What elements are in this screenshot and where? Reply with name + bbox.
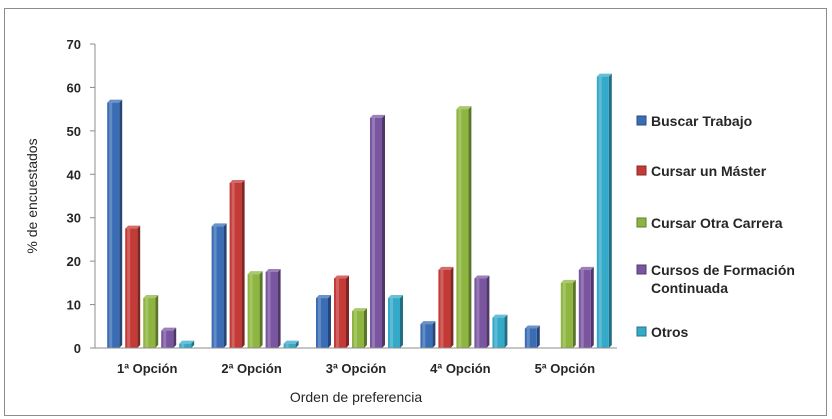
bars-group [107,73,612,349]
legend-swatch [636,115,647,126]
y-tick-label: 0 [74,341,81,356]
bar [474,275,490,348]
x-tick-label: 5ª Opción [535,361,595,376]
x-tick-labels: 1ª Opción 2ª Opción 3ª Opción 4ª Opción 5ª O… [117,361,595,376]
bar [596,73,612,349]
y-tick-label: 30 [67,211,81,226]
legend-label: Cursar un Máster [651,163,767,179]
y-tick-labels: 0 10 20 30 40 50 60 70 [67,37,81,356]
y-tick-label: 70 [67,37,81,52]
y-tick-label: 60 [67,80,81,95]
chart-frame: 1ª Opción 2ª Opción 3ª Opción 4ª Opción 5ª O… [4,8,827,416]
bar [107,99,123,348]
y-axis-ticks [90,43,95,349]
x-tick-label: 2ª Opción [221,361,281,376]
bar [352,308,367,348]
legend-swatch [636,165,647,176]
legend-item: Cursar un Máster [636,163,767,179]
legend-label: Cursos de Formación Continuada [651,262,795,296]
bar [125,225,141,348]
x-axis [94,44,617,349]
bar [229,179,245,348]
x-tick-label: 1ª Opción [117,361,177,376]
legend-label: Buscar Trabajo [651,113,752,129]
bar [283,340,299,348]
bar [143,295,159,348]
bar [370,114,385,348]
y-tick-label: 10 [67,298,81,313]
x-axis-title: Orden de preferencia [290,389,423,405]
bar [492,314,508,348]
bar [456,106,472,349]
bar [211,223,227,348]
y-tick-label: 20 [67,254,81,269]
x-tick-label: 3ª Opción [326,361,386,376]
legend-item: Buscar Trabajo [636,113,752,129]
bar [334,275,349,348]
bar [524,325,540,348]
bar [316,295,331,348]
legend-swatch [636,326,647,337]
bar [560,279,576,348]
bar [179,340,195,348]
bar [420,321,436,348]
legend-swatch [636,264,647,275]
bar [438,266,454,348]
legend-item: Otros [636,324,689,340]
legend-item: Cursos de Formación Continuada [636,262,795,296]
bar [265,269,281,348]
legend-label: Otros [651,324,689,340]
y-tick-label: 50 [67,124,81,139]
bar [388,295,403,348]
bar [247,271,263,348]
bar [578,266,594,348]
bar-chart: 1ª Opción 2ª Opción 3ª Opción 4ª Opción 5ª O… [24,37,795,405]
bar [161,327,177,348]
legend-label: Cursar Otra Carrera [651,215,783,231]
x-tick-label: 4ª Opción [430,361,490,376]
y-axis-title: % de encuestados [24,138,40,253]
legend: Buscar Trabajo Cursar un Máster Cursar Otr… [636,113,795,340]
y-tick-label: 40 [67,167,81,182]
legend-item: Cursar Otra Carrera [636,215,783,231]
legend-swatch [636,217,647,228]
